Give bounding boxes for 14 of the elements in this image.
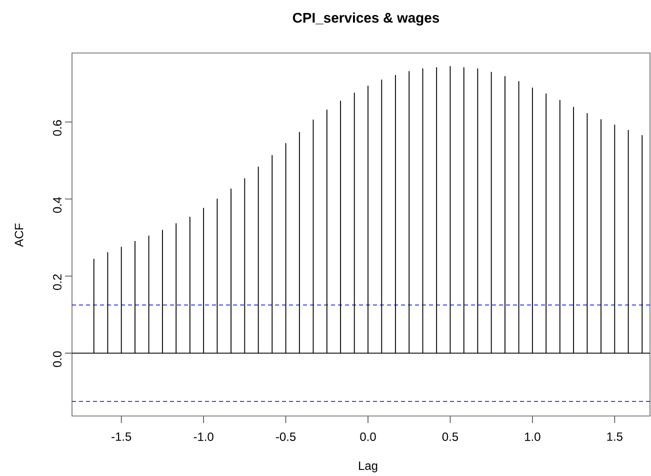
y-tick-label: 0.6 [53, 120, 62, 136]
y-tick-label: 0.2 [53, 274, 62, 290]
x-tick-label: 0.0 [360, 432, 376, 441]
y-tick-label: 0.4 [53, 197, 62, 213]
chart-title: CPI_services & wages [292, 12, 440, 26]
x-tick-label: 0.5 [442, 432, 458, 441]
x-tick-label: 1.5 [607, 432, 622, 441]
x-tick-label: -1.0 [194, 432, 214, 441]
y-axis-title: ACF [14, 224, 24, 247]
x-tick-label: -1.5 [112, 432, 132, 441]
x-tick-label: 1.0 [525, 432, 540, 441]
x-tick-label: -0.5 [276, 432, 296, 441]
y-tick-label: 0.0 [53, 351, 62, 368]
x-axis-title: Lag [359, 462, 378, 472]
